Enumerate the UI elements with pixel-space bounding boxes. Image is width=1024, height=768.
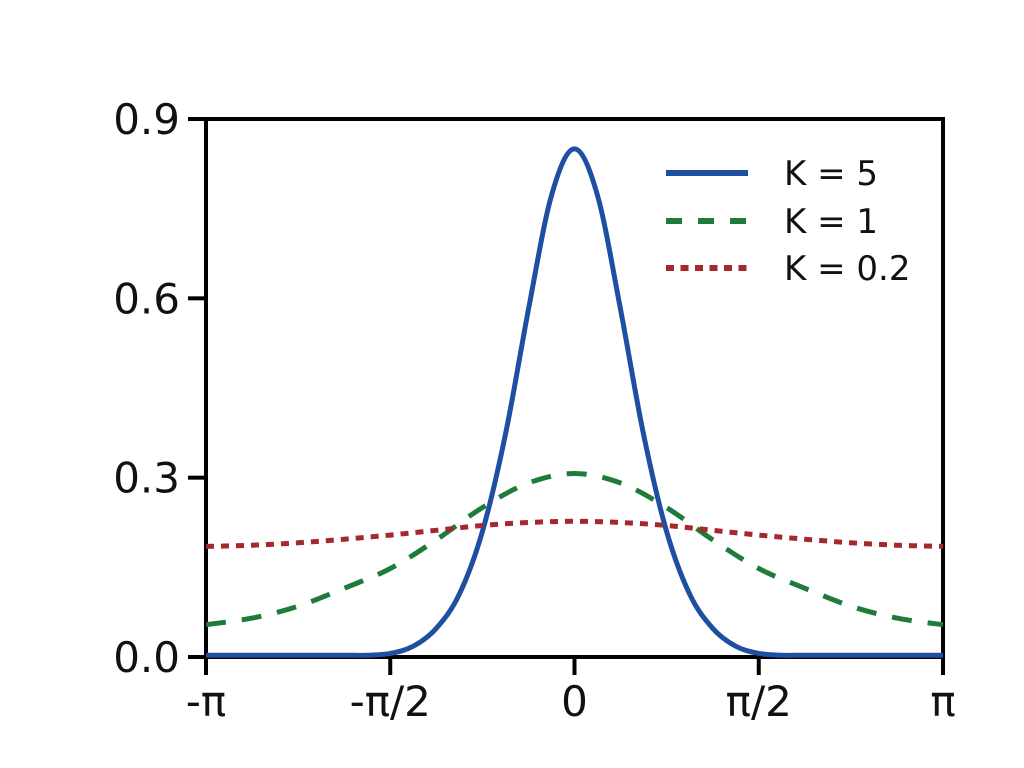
series-line-k-0-2: [206, 518, 943, 549]
y-tick-label: 0.0: [113, 633, 180, 682]
series-line-k-5: [206, 146, 943, 658]
y-tick-label: 0.6: [113, 274, 180, 323]
x-tick-label: 0: [561, 677, 588, 726]
x-tick-label: π/2: [726, 677, 792, 726]
y-tick-label: 0.3: [113, 454, 180, 503]
x-tick-label: -π/2: [350, 677, 431, 726]
legend-label-k-1: K = 1: [784, 202, 878, 242]
axes: -π -π/2 0 π/2 π 0.0 0.3 0.6 0.9: [113, 95, 955, 726]
legend-label-k-0-2: K = 0.2: [784, 249, 910, 289]
legend: K = 5 K = 1 K = 0.2: [666, 154, 910, 289]
y-tick-label: 0.9: [113, 95, 180, 144]
curves: [206, 146, 943, 658]
plot-frame: [204, 117, 945, 659]
legend-label-k-5: K = 5: [784, 154, 878, 194]
x-tick-label: -π: [186, 677, 226, 726]
series-line-k-1: [206, 471, 943, 628]
x-tick-label: π: [930, 677, 955, 726]
